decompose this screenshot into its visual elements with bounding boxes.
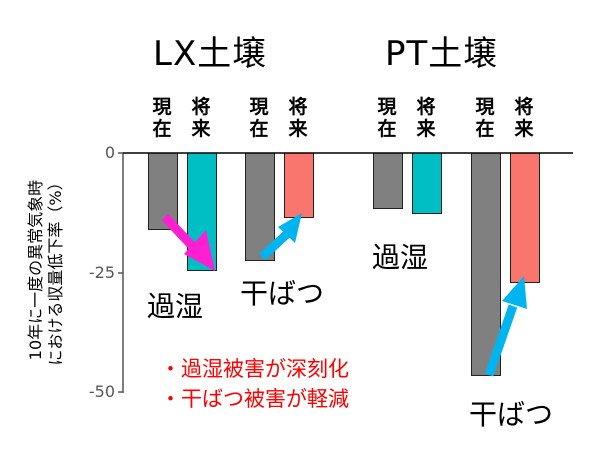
y-tick-50: -50 — [88, 382, 115, 401]
lx-soil-title: LX土壌 — [153, 34, 268, 74]
bar-pt-wet-current — [373, 153, 403, 209]
arrow-down-magenta-icon — [161, 213, 215, 271]
bar-label-pt-dry-future: 将来 — [514, 96, 534, 140]
bar-lx-wet-current — [148, 153, 178, 230]
bar-pt-dry-current — [471, 153, 501, 376]
bar-pt-wet-future — [412, 153, 442, 214]
note-wet-damage: ・過湿被害が深刻化 — [160, 357, 349, 381]
bar-label-lx-dry-current: 現在 — [249, 96, 269, 140]
note-dry-damage: ・干ばつ被害が軽減 — [160, 387, 349, 411]
bar-label-lx-wet-future: 将来 — [191, 96, 211, 140]
bar-label-lx-dry-future: 将来 — [288, 96, 308, 140]
arrow-up-blue-pt-icon — [484, 276, 527, 377]
bar-label-pt-wet-future: 将来 — [416, 96, 436, 140]
group-label-pt-wet: 過湿 — [372, 241, 429, 274]
group-label-lx-wet: 過湿 — [147, 290, 204, 323]
bar-lx-dry-future — [284, 153, 314, 218]
bar-label-lx-wet-current: 現在 — [152, 96, 172, 140]
bar-label-pt-dry-current: 現在 — [475, 96, 495, 140]
bar-label-pt-wet-current: 現在 — [377, 96, 397, 140]
group-label-pt-dry: 干ばつ — [469, 398, 554, 431]
bar-pt-dry-future — [510, 153, 540, 283]
y-tick-25: -25 — [88, 263, 115, 282]
arrow-up-blue-lx-icon — [258, 213, 302, 261]
y-tick-0: 0 — [104, 143, 115, 162]
group-label-lx-dry: 干ばつ — [240, 277, 325, 310]
bar-lx-dry-current — [245, 153, 275, 261]
annotation-notes: ・過湿被害が深刻化 ・干ばつ被害が軽減 — [160, 354, 349, 414]
pt-soil-title: PT土壌 — [385, 34, 499, 74]
